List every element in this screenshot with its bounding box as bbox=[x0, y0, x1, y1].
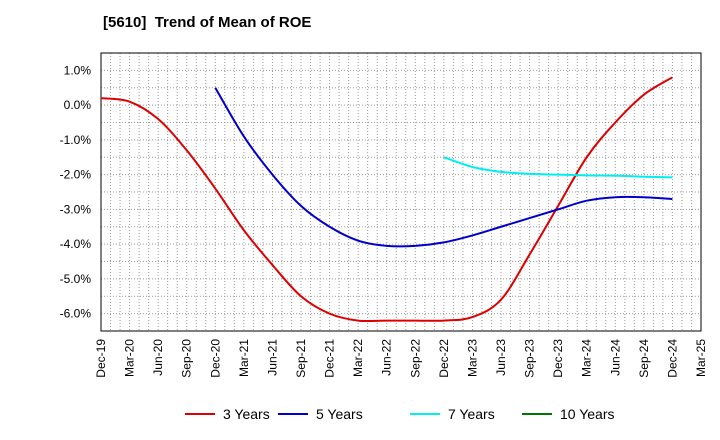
x-tick-label: Mar-22 bbox=[351, 339, 365, 377]
grid-lines bbox=[101, 53, 701, 331]
x-tick-label: Dec-21 bbox=[323, 339, 337, 378]
x-tick-label: Dec-20 bbox=[208, 339, 222, 378]
x-tick-label: Jun-20 bbox=[151, 339, 165, 376]
x-tick-label: Jun-24 bbox=[608, 339, 622, 376]
x-tick-label: Sep-20 bbox=[180, 339, 194, 378]
chart-title: [5610] Trend of Mean of ROE bbox=[103, 14, 312, 31]
x-tick-label: Dec-24 bbox=[665, 339, 679, 378]
x-axis-ticks: Dec-19 Mar-20 Jun-20 Sep-20 Dec-20 Mar-21 Jun-… bbox=[94, 339, 708, 378]
x-tick-label: Sep-21 bbox=[294, 339, 308, 378]
legend-label: 7 Years bbox=[448, 406, 495, 422]
legend-label: 5 Years bbox=[316, 406, 363, 422]
x-tick-label: Sep-22 bbox=[408, 339, 422, 378]
series-line-5-years bbox=[214, 87, 673, 248]
legend: 3 Years 5 Years 7 Years 10 Years bbox=[185, 406, 615, 422]
legend-label: 3 Years bbox=[223, 406, 270, 422]
x-tick-label: Dec-23 bbox=[551, 339, 565, 378]
y-tick-label: 1.0% bbox=[64, 63, 92, 77]
x-tick-label: Dec-19 bbox=[94, 339, 108, 378]
x-tick-label: Dec-22 bbox=[437, 339, 451, 378]
legend-label: 10 Years bbox=[560, 406, 615, 422]
y-tick-label: -5.0% bbox=[60, 272, 92, 286]
series-lines bbox=[100, 76, 673, 323]
y-tick-label: -3.0% bbox=[60, 202, 92, 216]
x-tick-label: Sep-24 bbox=[637, 339, 651, 378]
y-tick-label: -6.0% bbox=[60, 307, 92, 321]
x-tick-label: Jun-21 bbox=[265, 339, 279, 376]
x-tick-label: Mar-21 bbox=[237, 339, 251, 377]
x-tick-label: Jun-22 bbox=[380, 339, 394, 376]
x-tick-label: Mar-25 bbox=[694, 339, 708, 377]
x-tick-label: Mar-24 bbox=[580, 339, 594, 377]
x-tick-label: Mar-20 bbox=[123, 339, 137, 377]
series-line-3-years bbox=[100, 76, 673, 323]
y-tick-label: 0.0% bbox=[64, 98, 92, 112]
x-tick-label: Sep-23 bbox=[523, 339, 537, 378]
series-line-7-years bbox=[443, 156, 673, 179]
x-tick-label: Mar-23 bbox=[465, 339, 479, 377]
y-tick-label: -1.0% bbox=[60, 133, 92, 147]
y-tick-label: -4.0% bbox=[60, 237, 92, 251]
x-tick-label: Jun-23 bbox=[494, 339, 508, 376]
y-tick-label: -2.0% bbox=[60, 168, 92, 182]
y-axis-ticks: 1.0% 0.0% -1.0% -2.0% -3.0% -4.0% -5.0% -6.0% bbox=[60, 63, 92, 320]
plot-border bbox=[100, 52, 702, 332]
